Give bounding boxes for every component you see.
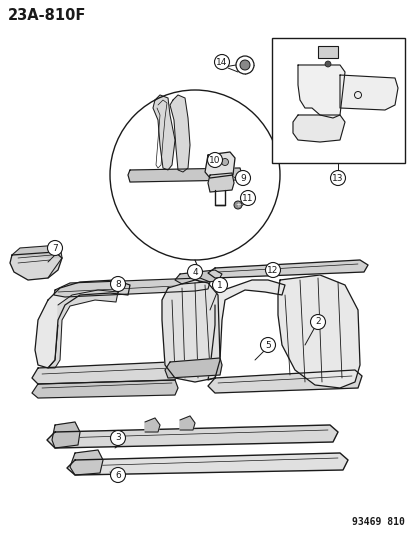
Text: 9: 9 <box>240 174 245 182</box>
Polygon shape <box>292 115 344 142</box>
Circle shape <box>260 337 275 352</box>
Polygon shape <box>128 168 242 182</box>
Circle shape <box>330 171 345 185</box>
Circle shape <box>209 158 216 166</box>
Circle shape <box>233 201 242 209</box>
Text: 14: 14 <box>216 58 227 67</box>
Text: 3: 3 <box>115 433 121 442</box>
Polygon shape <box>32 362 178 384</box>
Circle shape <box>324 61 330 67</box>
Text: 93469 810: 93469 810 <box>351 517 404 527</box>
Text: 13: 13 <box>332 174 343 182</box>
Polygon shape <box>12 245 62 258</box>
Circle shape <box>207 152 222 167</box>
Polygon shape <box>175 270 221 284</box>
Circle shape <box>310 314 325 329</box>
Polygon shape <box>204 152 235 178</box>
Polygon shape <box>67 453 347 475</box>
Polygon shape <box>48 290 118 368</box>
Polygon shape <box>207 280 284 380</box>
Circle shape <box>212 278 227 293</box>
Text: 23A-810F: 23A-810F <box>8 8 86 23</box>
Circle shape <box>110 431 125 446</box>
Text: 5: 5 <box>264 341 270 350</box>
Text: 1: 1 <box>216 280 222 289</box>
Polygon shape <box>277 275 359 388</box>
Polygon shape <box>153 95 175 170</box>
Polygon shape <box>145 418 159 432</box>
Polygon shape <box>207 173 233 192</box>
Polygon shape <box>339 75 397 110</box>
Text: 7: 7 <box>52 244 58 253</box>
Bar <box>271 38 404 163</box>
Text: 2: 2 <box>314 318 320 327</box>
Circle shape <box>110 467 125 482</box>
Polygon shape <box>161 280 219 382</box>
Circle shape <box>235 56 254 74</box>
Text: +: + <box>235 202 240 208</box>
Polygon shape <box>70 450 103 475</box>
Circle shape <box>235 171 250 185</box>
Polygon shape <box>207 260 367 278</box>
Text: 12: 12 <box>267 265 278 274</box>
Text: 6: 6 <box>115 471 121 480</box>
Polygon shape <box>32 380 178 398</box>
Circle shape <box>265 262 280 278</box>
Circle shape <box>110 277 125 292</box>
Text: 10: 10 <box>209 156 220 165</box>
Polygon shape <box>170 95 190 172</box>
Polygon shape <box>165 358 221 378</box>
Text: 11: 11 <box>242 193 253 203</box>
Circle shape <box>221 158 228 166</box>
Circle shape <box>187 264 202 279</box>
Polygon shape <box>10 252 62 280</box>
Polygon shape <box>47 425 337 448</box>
Text: 8: 8 <box>115 279 121 288</box>
Bar <box>317 46 337 58</box>
Text: 4: 4 <box>192 268 197 277</box>
Circle shape <box>47 240 62 255</box>
Polygon shape <box>180 416 195 430</box>
Circle shape <box>240 60 249 70</box>
Polygon shape <box>297 65 344 118</box>
Polygon shape <box>207 370 361 393</box>
Circle shape <box>214 54 229 69</box>
Polygon shape <box>52 422 80 448</box>
Circle shape <box>240 190 255 206</box>
Polygon shape <box>48 258 62 278</box>
Polygon shape <box>54 278 209 297</box>
Polygon shape <box>35 280 130 368</box>
